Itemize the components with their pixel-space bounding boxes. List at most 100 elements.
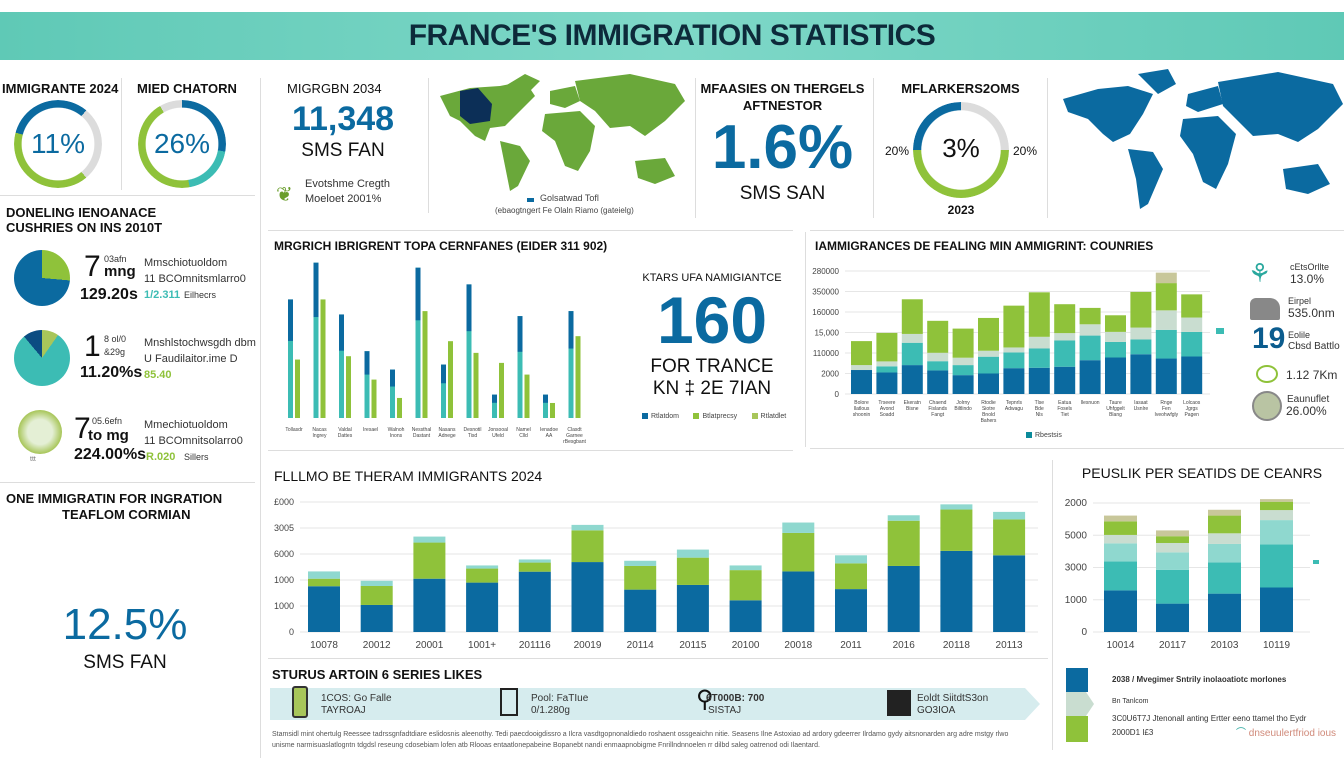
x-tick-label: Ingrey bbox=[313, 433, 327, 439]
donut3-right: 20% bbox=[1013, 144, 1038, 158]
divider bbox=[121, 78, 122, 190]
chart3-stacked-bars: 0 1000 1000 6000 3005 £000 10078 20012 20001 1001… bbox=[274, 497, 1038, 651]
y-tick-label: 6000 bbox=[274, 549, 294, 559]
bar bbox=[448, 341, 453, 418]
big-donut-ring bbox=[18, 532, 232, 746]
x-tick-label: 20114 bbox=[627, 640, 655, 651]
x-tick-label: Siotre bbox=[982, 406, 995, 412]
item-big: 7 bbox=[74, 412, 91, 445]
item-accent: 85.40 bbox=[144, 369, 172, 381]
bar-segment bbox=[1181, 331, 1203, 357]
bar-segment bbox=[1028, 348, 1050, 368]
bar-segment bbox=[1028, 292, 1050, 337]
x-tick-label: Taure bbox=[1109, 400, 1122, 406]
x-tick-label: 20018 bbox=[784, 640, 812, 651]
bar-segment bbox=[901, 333, 923, 343]
bar-segment bbox=[308, 578, 340, 587]
bar-segment bbox=[1156, 552, 1189, 570]
stat160-sub2: KN ‡ 2E 7IAN bbox=[652, 378, 772, 399]
x-tick-label: Tollasdr bbox=[285, 427, 303, 433]
x-tick-label: Bahers bbox=[981, 418, 997, 424]
bar-segment bbox=[1130, 339, 1152, 355]
europe-shape bbox=[550, 86, 580, 108]
map-legend-swatch bbox=[527, 198, 534, 202]
bar-segment bbox=[927, 370, 949, 394]
x-tick-label: 20117 bbox=[1159, 640, 1187, 651]
x-tick-label: Walnoh bbox=[388, 427, 405, 433]
x-tick-label: Fangt bbox=[931, 412, 944, 418]
icon-label: cEtsOrllte bbox=[1290, 262, 1330, 272]
bar bbox=[320, 299, 326, 418]
stat1-value: 11,348 bbox=[291, 100, 395, 138]
divider bbox=[0, 482, 255, 483]
donut2-label: MIED CHATORN bbox=[137, 81, 237, 96]
stat2-sub: SMS SAN bbox=[739, 183, 826, 204]
status-item-value: SISTAJ bbox=[708, 705, 742, 716]
status-item-label: 1COS: Go Falle bbox=[321, 693, 392, 704]
item-text2: U Faudilaitor.ime D bbox=[144, 353, 238, 365]
x-tick-label: Nls bbox=[1036, 412, 1044, 418]
bar-segment bbox=[978, 317, 999, 351]
bar-segment bbox=[1208, 533, 1241, 544]
x-tick-label: 201116 bbox=[519, 640, 551, 651]
bar-segment bbox=[952, 357, 974, 366]
chart4-stacked-bars: 0 1000 3000 5000 2000 10014 20117 20103 10119 bbox=[1065, 498, 1310, 651]
stat1-note1: Evotshme Cregth bbox=[305, 178, 390, 190]
x-tick-label: 20113 bbox=[996, 640, 1024, 651]
bar-segment bbox=[952, 328, 974, 358]
item-mid: to mg bbox=[88, 427, 129, 444]
bar-segment bbox=[1079, 307, 1101, 325]
bar bbox=[473, 352, 479, 418]
y-tick-label: 3000 bbox=[1065, 563, 1088, 574]
bar bbox=[346, 356, 351, 418]
x-tick-label: shoonin bbox=[853, 412, 871, 418]
item-text3: Sillers bbox=[184, 452, 209, 462]
pie-chart-1 bbox=[14, 250, 70, 306]
left-heading-1: DONELING IENOANACE bbox=[6, 205, 157, 220]
bar-segment bbox=[466, 568, 499, 583]
bar-segment bbox=[876, 332, 898, 362]
icon-value: 26.00% bbox=[1286, 404, 1327, 418]
bar-segment bbox=[993, 555, 1026, 632]
bar-segment bbox=[952, 375, 974, 394]
bar-segment bbox=[413, 578, 446, 632]
bar bbox=[390, 369, 395, 418]
coin-icon bbox=[1252, 391, 1282, 421]
bar-segment bbox=[571, 562, 604, 632]
x-tick-label: 20100 bbox=[732, 640, 760, 651]
bar-segment bbox=[887, 520, 920, 566]
bar-segment bbox=[1156, 603, 1189, 632]
item-big: 7 bbox=[84, 250, 101, 283]
x-tick-label: Iresael bbox=[363, 427, 378, 433]
icon-value: 535.0nm bbox=[1288, 306, 1335, 320]
x-tick-label: Nasans bbox=[439, 427, 456, 433]
bar-segment bbox=[1079, 335, 1101, 361]
x-tick-label: Ekeratn bbox=[904, 400, 921, 406]
bar-segment bbox=[1104, 534, 1137, 544]
left-heading-4: TEAFLOM CORMIAN bbox=[62, 507, 191, 522]
item-text2: 11 BCOmnitsolarro0 bbox=[144, 435, 243, 447]
x-tick-label: Adwagu bbox=[1005, 406, 1023, 412]
bar-segment bbox=[571, 530, 604, 563]
bar-segment bbox=[729, 570, 762, 601]
bar-segment bbox=[876, 361, 898, 367]
item-top: 03afn bbox=[104, 254, 127, 264]
bar-segment bbox=[729, 600, 762, 632]
divider bbox=[873, 78, 874, 218]
bar-segment bbox=[782, 532, 815, 572]
x-tick-label: AA bbox=[546, 433, 553, 439]
divider bbox=[805, 232, 806, 447]
x-tick-label: Tisd bbox=[468, 433, 477, 439]
item-text1: Mmechiotuoldom bbox=[144, 419, 228, 431]
x-tick-label: Eatua bbox=[1058, 400, 1071, 406]
bar-segment bbox=[927, 352, 949, 362]
legend-swatch-pale bbox=[1066, 692, 1094, 716]
x-tick-label: Ilesnuon bbox=[1081, 400, 1100, 406]
map-legend-2: (ebaogtngert Fe Olaln Riamo (gateielg) bbox=[495, 206, 634, 215]
legend-row: 2000D1 I£3 bbox=[1112, 728, 1154, 737]
icon-value: 13.0% bbox=[1290, 272, 1325, 286]
x-tick-label: Tiet bbox=[1061, 412, 1070, 418]
greenland-shape bbox=[1138, 69, 1176, 94]
side-legend-swatch bbox=[1216, 328, 1224, 334]
bar-segment bbox=[782, 522, 815, 533]
